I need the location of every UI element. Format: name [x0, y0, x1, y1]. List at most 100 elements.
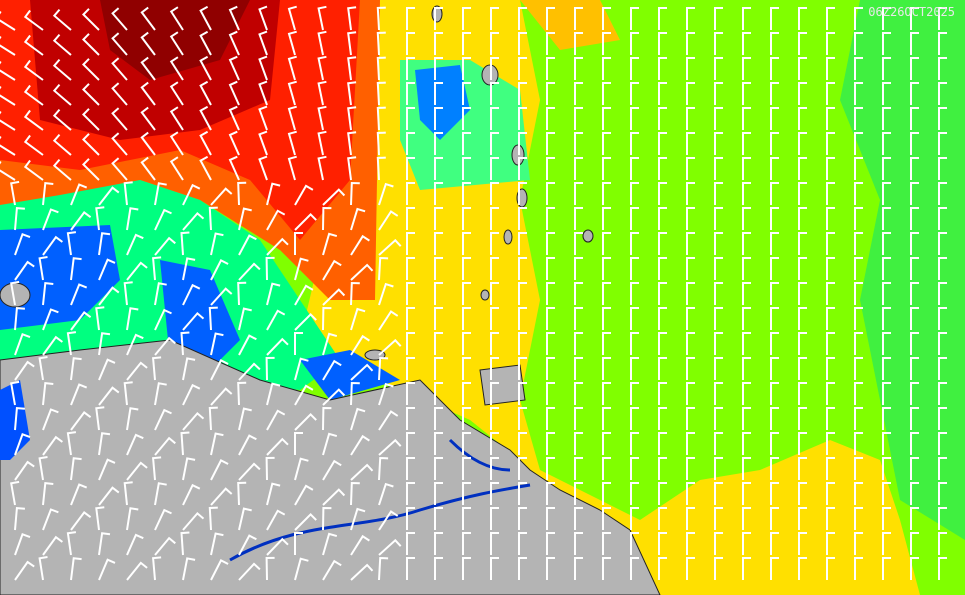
wind-barb — [910, 407, 919, 430]
wind-barb — [210, 532, 224, 556]
wind-barb — [854, 382, 863, 405]
wind-barb — [208, 206, 218, 231]
wind-barb — [378, 482, 394, 506]
wind-barb — [98, 332, 111, 356]
wind-barb — [686, 207, 695, 230]
wind-barb — [208, 506, 218, 531]
wind-barb — [199, 5, 212, 31]
wind-barb — [686, 432, 695, 455]
wind-barb — [0, 86, 16, 106]
wind-barb — [910, 482, 919, 505]
wind-barb — [546, 382, 555, 405]
wind-barb — [910, 57, 919, 80]
wind-barb — [10, 480, 20, 506]
wind-barb — [14, 233, 31, 256]
wind-barb — [406, 207, 415, 230]
wind-barb — [882, 482, 891, 505]
wind-barb — [938, 432, 947, 455]
wind-barb — [169, 131, 184, 156]
wind-barb — [686, 457, 695, 480]
wind-barb — [81, 58, 100, 81]
wind-barb — [406, 332, 415, 355]
wind-barb — [742, 7, 751, 30]
wind-barb — [602, 82, 611, 105]
wind-barb — [686, 382, 695, 405]
wind-barb — [42, 435, 63, 456]
wind-barb — [854, 357, 863, 380]
wind-barb — [938, 457, 947, 480]
wind-barb — [376, 56, 386, 81]
wind-barb — [154, 208, 172, 231]
wind-barb — [462, 82, 471, 105]
wind-barb — [938, 357, 947, 380]
wind-barb — [322, 188, 346, 206]
wind-barb — [602, 482, 611, 505]
river — [448, 438, 511, 472]
wind-barb — [938, 257, 947, 280]
wind-barb — [462, 532, 471, 555]
wind-barb — [294, 257, 309, 281]
wind-barb — [658, 557, 667, 580]
wind-barb — [882, 107, 891, 130]
wind-barb — [770, 132, 779, 155]
wind-barb — [322, 488, 346, 506]
wind-barb — [518, 207, 527, 230]
wind-barb — [98, 532, 111, 556]
wind-barb — [294, 212, 317, 231]
wind-barb — [294, 357, 309, 381]
wind-barb — [462, 382, 471, 405]
wind-barb — [686, 532, 695, 555]
wind-barb — [910, 182, 919, 205]
wind-barb — [490, 32, 499, 55]
wind-barb — [378, 410, 399, 431]
wind-barb — [376, 131, 386, 156]
wind-barb — [686, 32, 695, 55]
wind-barb — [546, 532, 555, 555]
wind-barb — [826, 32, 835, 55]
wind-barb — [518, 157, 527, 180]
wind-barb — [42, 481, 54, 506]
wind-barb — [462, 432, 471, 455]
wind-barb — [378, 210, 399, 231]
wind-barb — [854, 457, 863, 480]
wind-barb — [70, 311, 92, 331]
wind-barb — [770, 257, 779, 280]
wind-barb — [98, 258, 116, 281]
wind-barb — [798, 432, 807, 455]
wind-barb — [714, 557, 723, 580]
wind-barb — [350, 481, 360, 506]
wind-barb — [826, 282, 835, 305]
wind-barb — [938, 557, 947, 580]
wind-barb — [52, 83, 72, 106]
wind-barb — [152, 356, 162, 381]
wind-barb — [154, 282, 167, 306]
wind-barb — [826, 82, 835, 105]
wind-barb — [910, 457, 919, 480]
wind-barb — [70, 411, 92, 431]
wind-barb — [938, 82, 947, 105]
wind-barb — [910, 507, 919, 530]
wind-barb — [294, 312, 317, 331]
wind-barb — [770, 507, 779, 530]
wind-barb — [52, 8, 72, 31]
wind-barb — [208, 406, 218, 431]
wind-barb — [258, 155, 268, 181]
wind-barb — [742, 432, 751, 455]
wind-barb — [406, 507, 415, 530]
wind-barb — [14, 460, 35, 481]
wind-barb — [14, 360, 35, 381]
wind-barb — [630, 332, 639, 355]
wind-barb — [742, 357, 751, 380]
wind-barb — [14, 533, 31, 556]
wind-barb — [574, 32, 583, 55]
wind-barb — [294, 284, 314, 306]
wind-barb — [81, 33, 100, 56]
wind-barb — [140, 6, 156, 31]
wind-barb — [714, 357, 723, 380]
wind-barb — [602, 257, 611, 280]
wind-barb — [686, 557, 695, 580]
wind-barb — [152, 556, 162, 581]
wind-barb — [266, 182, 281, 206]
wind-barb — [574, 57, 583, 80]
wind-barb — [317, 30, 327, 56]
